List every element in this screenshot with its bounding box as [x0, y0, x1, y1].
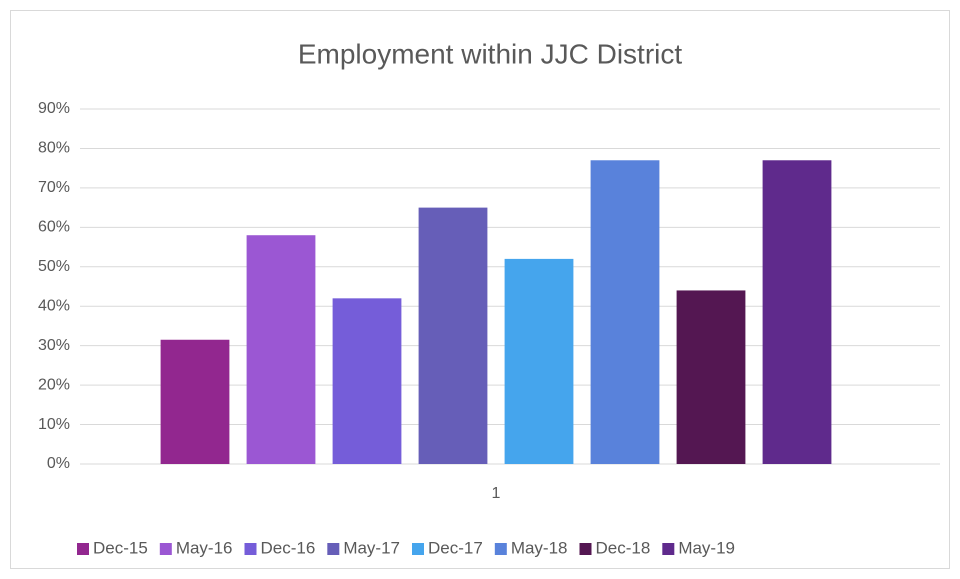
bar: [762, 160, 832, 464]
bar: [418, 207, 488, 464]
y-tick-label: 10%: [38, 416, 70, 433]
legend-swatch: [412, 543, 424, 555]
legend-label: May-18: [511, 538, 568, 557]
bar: [246, 235, 316, 464]
chart-title: Employment within JJC District: [298, 38, 683, 69]
y-tick-label: 40%: [38, 297, 70, 314]
legend-label: Dec-16: [261, 538, 316, 557]
legend-swatch: [327, 543, 340, 555]
legend-swatch: [494, 543, 507, 555]
x-tick-label: 1: [492, 485, 501, 502]
bar: [504, 258, 574, 464]
legend-swatch: [579, 543, 592, 555]
legend-label: Dec-15: [93, 538, 148, 557]
y-tick-label: 20%: [38, 376, 70, 393]
y-tick-label: 60%: [38, 219, 70, 236]
legend-label: May-16: [176, 538, 233, 557]
bar: [676, 290, 746, 464]
y-tick-label: 0%: [47, 455, 70, 472]
y-tick-label: 50%: [38, 258, 70, 275]
legend-swatch: [159, 543, 172, 555]
y-tick-label: 80%: [38, 140, 70, 157]
legend-swatch: [662, 543, 675, 555]
legend-label: May-19: [678, 538, 735, 557]
legend-label: May-17: [343, 538, 400, 557]
legend-label: Dec-17: [428, 538, 483, 557]
bar: [590, 160, 660, 464]
bar: [160, 339, 230, 464]
y-tick-label: 90%: [38, 100, 70, 117]
y-tick-label: 30%: [38, 337, 70, 354]
legend-label: Dec-18: [596, 538, 651, 557]
y-tick-label: 70%: [38, 179, 70, 196]
bar: [332, 298, 402, 464]
legend-swatch: [244, 543, 257, 555]
legend-swatch: [77, 543, 89, 555]
